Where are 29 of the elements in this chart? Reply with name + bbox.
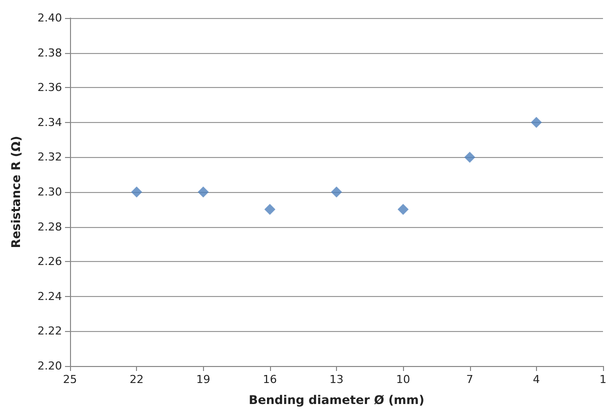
y-tick-label: 2.28 <box>38 220 62 234</box>
y-tick-label: 2.34 <box>38 116 62 129</box>
x-tick-label: 19 <box>196 373 210 386</box>
point <box>264 204 276 215</box>
y-tick-label: 2.22 <box>38 324 62 338</box>
y-tick-label: 2.24 <box>38 290 62 303</box>
x-tick-label: 7 <box>466 373 474 386</box>
x-axis-title: Bending diameter Ø (mm) <box>248 393 424 407</box>
x-tick-label: 1 <box>600 373 606 386</box>
point <box>331 186 342 198</box>
x-tick-label: 22 <box>130 373 144 386</box>
x-tick-label: 13 <box>330 373 344 386</box>
x-tick-label: 4 <box>532 373 540 386</box>
y-tick-label: 2.30 <box>38 186 62 198</box>
point <box>464 152 476 163</box>
y-tick-label: 2.20 <box>38 360 62 372</box>
y-tick-label: 2.38 <box>38 46 62 60</box>
point <box>530 116 542 128</box>
y-tick-label: 2.26 <box>38 255 62 268</box>
y-axis-title: Resistance R (Ω) <box>9 136 23 248</box>
point <box>398 204 409 215</box>
y-tick-label: 2.36 <box>38 81 62 94</box>
x-tick-label: 25 <box>63 373 77 386</box>
y-tick-label: 2.40 <box>38 12 62 24</box>
x-tick-label: 10 <box>396 373 410 386</box>
y-tick-label: 2.32 <box>38 150 62 164</box>
point <box>131 186 142 198</box>
x-tick-label: 16 <box>262 373 277 386</box>
point <box>198 186 209 198</box>
